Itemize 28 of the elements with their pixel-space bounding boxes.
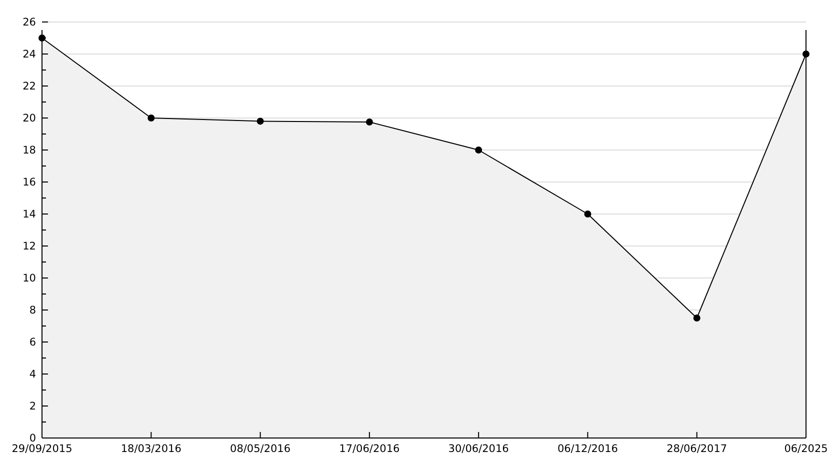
point [366,118,373,126]
y-tick-label: 4 [29,368,36,381]
y-tick-label: 14 [22,208,36,221]
y-tick-label: 6 [29,336,36,349]
y-tick-label: 8 [29,304,36,317]
x-tick-label: 06/12/2016 [557,443,618,455]
x-tick-label: 29/09/2015 [12,443,72,455]
point [693,314,700,322]
y-tick-label: 18 [22,144,36,157]
y-tick-label: 2 [29,400,36,413]
y-tick-label: 16 [22,176,36,189]
y-tick-label: 12 [22,240,36,253]
x-tick-label: 06/2025 [784,443,828,455]
x-tick-label: 08/05/2016 [230,443,291,455]
y-tick-label: 26 [22,16,36,29]
x-tick-label: 28/06/2017 [666,443,728,455]
x-tick-label: 17/06/2016 [339,443,400,455]
point [475,146,482,154]
y-tick-label: 20 [22,112,36,125]
point [584,210,592,218]
point [148,114,155,122]
point [256,118,264,125]
y-tick-label: 10 [22,272,36,285]
x-tick-label: 18/03/2016 [120,443,182,455]
y-tick-label: 0 [29,432,36,445]
x-tick-label: 30/06/2016 [448,443,510,455]
y-tick-label: 22 [22,80,36,93]
y-tick-label: 24 [22,48,36,61]
